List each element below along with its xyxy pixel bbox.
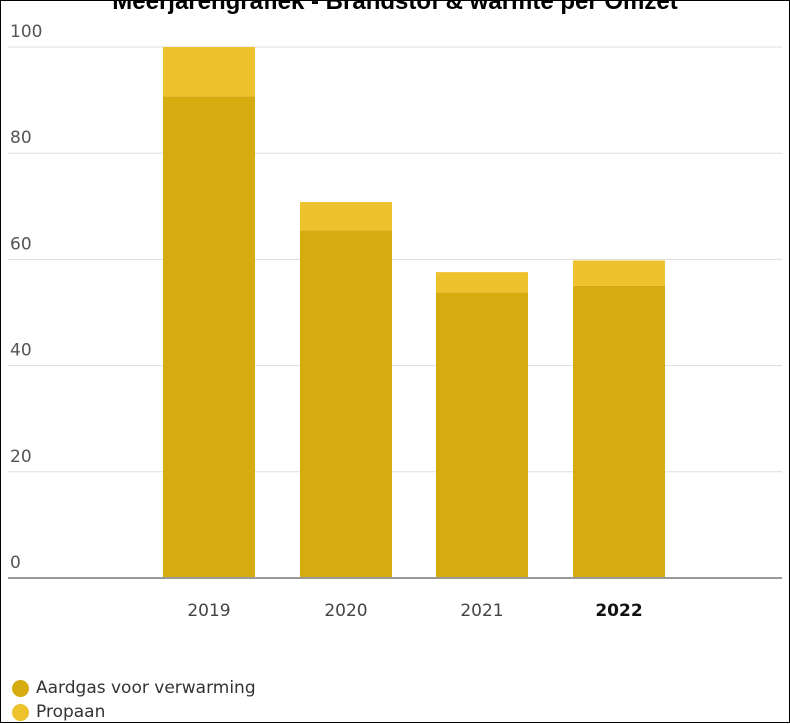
bar-2022-series-1 <box>573 260 665 286</box>
y-tick-label: 60 <box>10 234 32 254</box>
bar-2020-series-1 <box>300 202 392 231</box>
x-tick-label: 2019 <box>187 601 230 621</box>
x-tick-label: 2020 <box>324 601 367 621</box>
legend-label: Propaan <box>36 702 106 722</box>
legend-swatch <box>12 703 29 721</box>
bar-2020-series-0 <box>300 230 392 578</box>
y-tick-label: 80 <box>10 128 32 148</box>
bar-2021-series-1 <box>436 272 528 293</box>
bar-2021-series-0 <box>436 292 528 578</box>
axes: 0 20 40 60 80 100 2019 2020 2021 2022 <box>8 22 782 621</box>
bars <box>163 47 665 579</box>
y-tick-label: 20 <box>10 447 32 467</box>
x-tick-label: 2021 <box>460 601 503 621</box>
y-tick-label: 100 <box>10 22 42 42</box>
legend-item: Aardgas voor verwarming <box>12 676 256 700</box>
x-tick-label: 2022 <box>595 601 642 621</box>
bar-2019-series-1 <box>163 47 255 97</box>
legend-label: Aardgas voor verwarming <box>36 678 256 698</box>
gridlines <box>8 46 782 473</box>
bar-2022-series-0 <box>573 285 665 578</box>
chart-title: Meerjarengrafiek - Brandstof & warmte pe… <box>112 0 678 15</box>
legend: Aardgas voor verwarming Propaan <box>12 676 256 724</box>
y-tick-label: 40 <box>10 341 32 361</box>
legend-swatch <box>12 679 29 697</box>
legend-item: Propaan <box>12 700 256 724</box>
y-tick-label: 0 <box>10 553 21 573</box>
bar-2019-series-0 <box>163 96 255 579</box>
